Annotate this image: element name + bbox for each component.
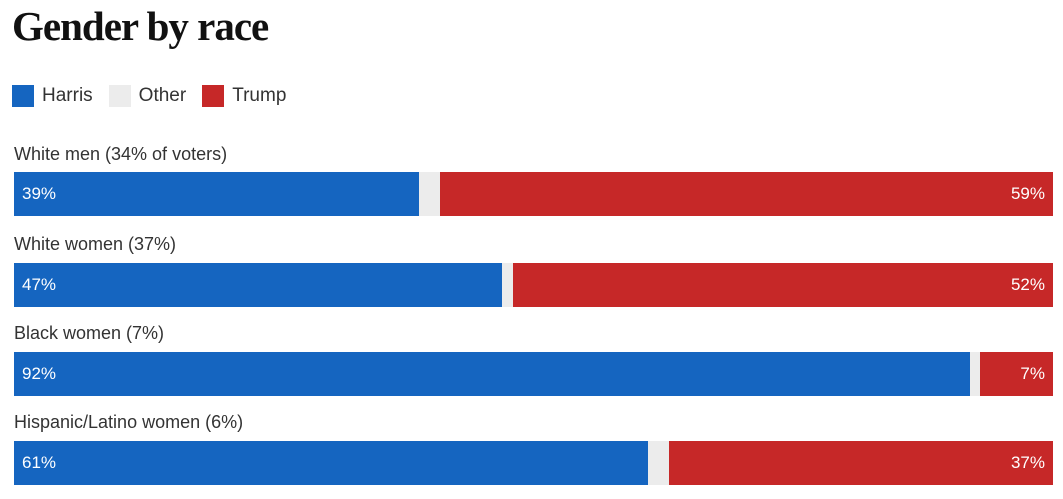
bar-row-white-men: 39% 59% [14, 172, 1053, 216]
value-label-trump-hispanic-latino-women: 37% [1010, 453, 1045, 472]
value-label-harris-white-women: 47% [22, 275, 57, 294]
legend-item-other: Other [108, 85, 187, 107]
legend-label-trump: Trump [232, 85, 287, 106]
group-label-hispanic-latino-women: Hispanic/Latino women (6%) [14, 412, 244, 432]
bar-harris-black-women [14, 352, 970, 396]
bar-trump-white-men [439, 172, 1053, 216]
legend-swatch-other [108, 85, 131, 107]
bar-row-hispanic-latino-women: 61% 37% [14, 441, 1053, 485]
chart-title: Gender by race [12, 3, 269, 49]
legend: Harris Other Trump [12, 84, 302, 108]
bar-trump-white-women [512, 263, 1053, 307]
bar-row-black-women: 92% 7% [14, 352, 1053, 396]
bar-harris-hispanic-latino-women [14, 441, 648, 485]
group-label-white-men: White men (34% of voters) [14, 144, 228, 164]
legend-label-harris: Harris [42, 85, 93, 106]
group-label-white-women: White women (37%) [14, 234, 177, 254]
bar-other-white-women [502, 263, 513, 307]
group-label-black-women: Black women (7%) [14, 323, 165, 343]
bar-trump-hispanic-latino-women [668, 441, 1053, 485]
value-label-harris-hispanic-latino-women: 61% [22, 453, 57, 472]
value-label-harris-black-women: 92% [22, 364, 57, 383]
legend-item-trump: Trump [202, 85, 286, 107]
legend-swatch-trump [202, 85, 225, 107]
legend-item-harris: Harris [12, 85, 93, 107]
value-label-trump-white-men: 59% [1010, 184, 1045, 203]
value-label-harris-white-men: 39% [22, 184, 57, 203]
legend-label-other: Other [138, 85, 187, 106]
bar-other-hispanic-latino-women [647, 441, 669, 485]
bar-other-white-men [419, 172, 440, 216]
bar-trump-black-women [980, 352, 1053, 396]
legend-swatch-harris [12, 85, 34, 107]
value-label-trump-black-women: 7% [1020, 364, 1045, 383]
bar-other-black-women [969, 352, 981, 396]
value-label-trump-white-women: 52% [1010, 275, 1045, 294]
bar-harris-white-men [14, 172, 420, 216]
bar-harris-white-women [14, 263, 503, 307]
bar-row-white-women: 47% 52% [14, 263, 1053, 307]
